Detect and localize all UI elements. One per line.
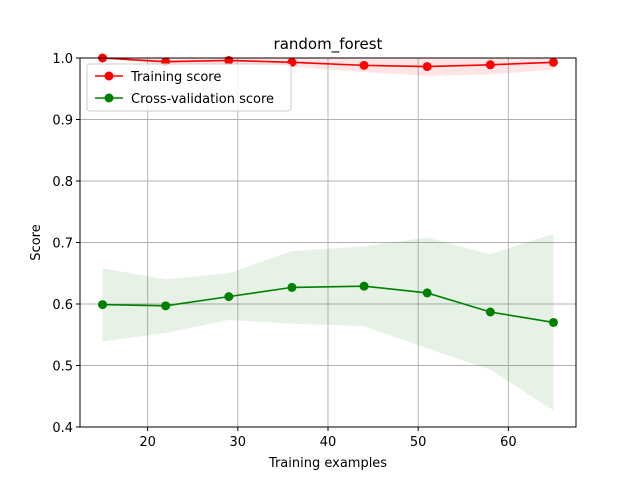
series-1-point [548, 317, 558, 327]
series-1-point [98, 300, 108, 310]
series-0-point [485, 60, 495, 70]
y-tick-label: 0.8 [52, 175, 73, 190]
x-tick-label: 60 [500, 435, 517, 450]
legend-box [86, 63, 292, 112]
series-1-point [422, 288, 432, 298]
legend-marker [104, 71, 114, 81]
legend-label: Training score [130, 70, 221, 85]
series-1-point [287, 282, 297, 292]
series-0-point [422, 62, 432, 72]
x-tick-label: 50 [410, 435, 427, 450]
series-lines [102, 57, 554, 324]
y-tick-label: 0.4 [52, 421, 73, 436]
x-axis-label: Training examples [268, 456, 387, 471]
series-1-point [224, 292, 234, 302]
series-1-point [485, 307, 495, 317]
y-tick-label: 0.9 [52, 114, 73, 129]
legend: Training score Cross-validation score [86, 63, 292, 112]
axis-ticks: 20 30 40 50 60 0.4 0.5 0.6 0.7 0.8 0.9 1.0 [52, 52, 516, 450]
y-axis-label: Score [29, 224, 44, 260]
series-1-band [102, 233, 554, 411]
x-tick-label: 20 [139, 435, 156, 450]
y-tick-label: 0.5 [52, 360, 73, 375]
y-tick-label: 0.7 [52, 237, 73, 252]
series-points [98, 53, 558, 327]
series-1-point [161, 301, 171, 311]
series-0-line [102, 57, 554, 68]
series-0-point [548, 57, 558, 67]
y-tick-label: 1.0 [52, 52, 73, 67]
x-tick-label: 30 [230, 435, 247, 450]
legend-marker [104, 93, 114, 103]
series-1-point [359, 281, 369, 291]
y-tick-label: 0.6 [52, 298, 73, 313]
confidence-bands [102, 58, 554, 411]
x-tick-label: 40 [320, 435, 337, 450]
series-0-point [359, 60, 369, 70]
series-0-band [102, 58, 554, 76]
series-1-line [102, 285, 554, 324]
legend-label: Cross-validation score [131, 92, 274, 107]
chart-title: random_forest [274, 35, 383, 54]
